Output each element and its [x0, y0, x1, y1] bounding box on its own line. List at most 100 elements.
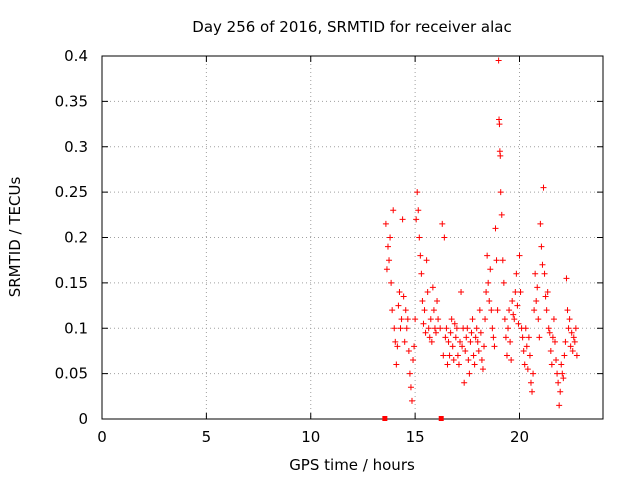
data-point	[530, 370, 537, 377]
data-point	[404, 316, 411, 323]
data-point	[407, 384, 414, 391]
data-point	[556, 402, 563, 409]
data-point	[536, 334, 543, 341]
data-point	[393, 361, 400, 368]
data-point	[466, 370, 473, 377]
data-point	[521, 361, 528, 368]
data-point	[413, 216, 420, 223]
data-point	[559, 370, 566, 377]
data-point	[493, 257, 500, 264]
data-point	[508, 357, 515, 364]
data-point	[451, 320, 458, 327]
data-point	[548, 361, 555, 368]
data-point	[561, 352, 568, 359]
data-point	[496, 121, 503, 128]
data-point	[553, 357, 560, 364]
x-tick-label: 20	[510, 428, 529, 446]
data-point	[392, 338, 399, 345]
data-point	[568, 329, 575, 336]
data-point	[484, 252, 491, 259]
data-point	[554, 370, 561, 377]
y-tick-label: 0.4	[64, 47, 88, 65]
data-point	[453, 325, 460, 332]
data-point	[469, 316, 476, 323]
data-point	[473, 325, 480, 332]
data-point	[476, 307, 483, 314]
data-point	[400, 293, 407, 300]
chart-title: Day 256 of 2016, SRMTID for receiver ala…	[192, 18, 511, 36]
data-point	[474, 338, 481, 345]
data-point	[573, 352, 580, 359]
data-point	[541, 270, 548, 277]
data-point	[422, 329, 429, 336]
data-point	[420, 320, 427, 327]
data-point	[564, 307, 571, 314]
data-point	[483, 288, 490, 295]
data-point	[477, 329, 484, 336]
data-point	[435, 316, 442, 323]
y-tick-label: 0	[78, 410, 88, 428]
data-point	[550, 316, 557, 323]
data-point	[452, 334, 459, 341]
data-point	[545, 325, 552, 332]
data-point	[390, 207, 397, 214]
data-point	[388, 279, 395, 286]
data-point	[513, 270, 520, 277]
y-tick-label: 0.15	[55, 274, 88, 292]
data-point	[512, 288, 519, 295]
data-point	[546, 329, 553, 336]
x-tick-label: 0	[97, 428, 107, 446]
data-point	[461, 379, 468, 386]
data-point	[416, 234, 423, 241]
data-point	[506, 307, 513, 314]
data-point	[442, 334, 449, 341]
data-point	[410, 357, 417, 364]
data-point	[560, 375, 567, 382]
data-point	[485, 279, 492, 286]
y-tick-label: 0.1	[64, 319, 88, 337]
x-tick-label: 5	[202, 428, 212, 446]
data-point	[555, 379, 562, 386]
data-point	[429, 284, 436, 291]
data-point	[425, 325, 432, 332]
data-point	[443, 325, 450, 332]
data-point	[447, 329, 454, 336]
axis-ticks: 0 5 10 15 20 0 0.05 0.1 0.15 0.2 0.25 0.3 0.35 0.4	[55, 47, 603, 446]
data-point	[398, 316, 405, 323]
data-point	[540, 184, 547, 191]
data-point	[516, 252, 523, 259]
zero-marker	[438, 416, 444, 421]
data-point	[387, 234, 394, 241]
data-point	[510, 311, 517, 318]
data-point	[418, 270, 425, 277]
data-point	[494, 307, 501, 314]
data-point	[571, 338, 578, 345]
data-point	[562, 338, 569, 345]
data-point	[497, 152, 504, 159]
y-axis-label: SRMTID / TECUs	[6, 177, 24, 298]
data-point	[534, 284, 541, 291]
data-point	[532, 270, 539, 277]
data-point	[458, 288, 465, 295]
data-point	[421, 307, 428, 314]
data-point	[449, 343, 456, 350]
data-point	[454, 352, 461, 359]
data-point	[527, 379, 534, 386]
data-point	[467, 338, 474, 345]
data-point	[503, 352, 510, 359]
data-point	[502, 334, 509, 341]
data-point	[549, 334, 556, 341]
data-point	[515, 320, 522, 327]
data-point	[441, 234, 448, 241]
data-point	[522, 325, 529, 332]
data-point	[431, 325, 438, 332]
data-point	[542, 293, 549, 300]
data-point	[495, 57, 502, 64]
data-point	[415, 207, 422, 214]
data-point	[563, 275, 570, 282]
data-points	[382, 57, 580, 421]
data-point	[399, 216, 406, 223]
data-point	[382, 220, 389, 227]
data-point	[411, 343, 418, 350]
data-point	[481, 343, 488, 350]
